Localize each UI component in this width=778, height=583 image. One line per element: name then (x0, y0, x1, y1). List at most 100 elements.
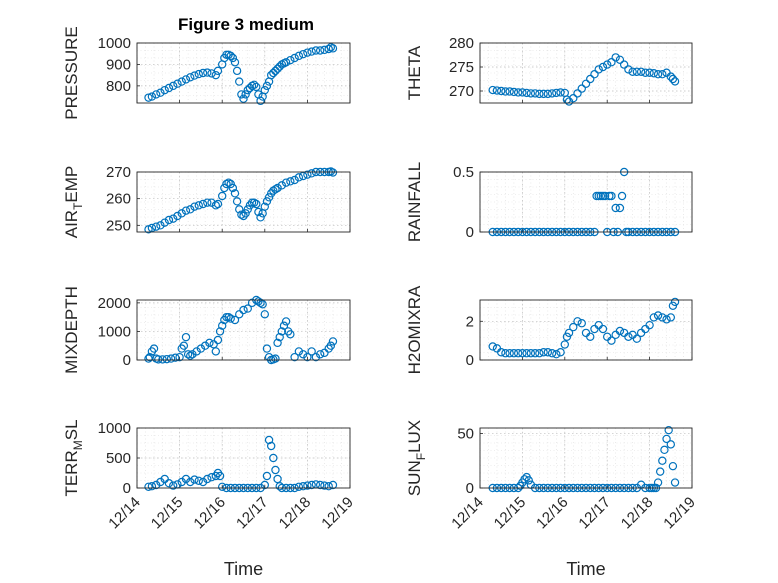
data-point (190, 475, 199, 484)
axes-frame (479, 299, 693, 361)
axes-frame (136, 42, 351, 104)
data-point (277, 181, 287, 190)
data-point (235, 310, 244, 319)
data-point (256, 213, 265, 222)
data-point (668, 74, 678, 84)
data-point (320, 348, 329, 358)
data-point (560, 340, 570, 349)
data-point (505, 87, 514, 96)
data-point (645, 320, 654, 330)
data-point (594, 65, 603, 74)
y-tick-label: 0 (466, 224, 474, 241)
data-point (492, 86, 502, 95)
data-point (273, 338, 282, 348)
data-point (271, 66, 280, 76)
y-tick-label: 1000 (98, 323, 131, 340)
data-point (215, 327, 225, 336)
data-point (505, 349, 514, 358)
data-point (203, 198, 212, 207)
data-point (213, 66, 223, 76)
data-point (243, 304, 252, 313)
data-point (581, 79, 591, 89)
data-point (232, 66, 242, 76)
y-axis-label: SUNFLUX (405, 420, 428, 496)
data-point (586, 332, 595, 341)
y-axis-label: H2OMIXRA (405, 285, 424, 374)
data-point (262, 344, 272, 353)
data-point (611, 53, 620, 62)
data-point (230, 189, 240, 198)
data-point (294, 347, 304, 356)
x-tick-label: 12/18 (276, 494, 315, 533)
y-tick-label: 0.5 (453, 164, 474, 181)
data-point (497, 348, 506, 357)
data-point (656, 467, 665, 476)
data-point (324, 44, 333, 54)
data-point (232, 197, 242, 206)
y-tick-label: 2000 (98, 295, 131, 312)
data-point (226, 51, 235, 61)
data-point (488, 342, 497, 351)
x-tick-label: 12/14 (448, 494, 487, 533)
data-point (535, 89, 544, 99)
data-point (509, 87, 519, 97)
data-point (226, 179, 235, 189)
y-tick-label: 500 (106, 450, 131, 467)
data-point (198, 199, 208, 209)
y-tick-label: 2 (466, 313, 474, 330)
data-point (154, 355, 163, 364)
data-point (645, 68, 654, 77)
data-point (556, 348, 565, 357)
data-point (156, 88, 165, 97)
data-point (173, 211, 182, 221)
data-point (315, 350, 325, 359)
data-point (641, 68, 650, 77)
data-point (164, 479, 174, 488)
data-point (164, 83, 174, 93)
data-point (526, 349, 536, 358)
data-point (241, 90, 250, 99)
data-point (658, 69, 667, 79)
data-point (211, 70, 221, 80)
x-tick-label: 12/14 (105, 494, 144, 533)
data-point (213, 199, 223, 209)
data-point (230, 58, 240, 67)
data-point (577, 319, 586, 328)
data-point (653, 311, 663, 320)
y-tick-label: 50 (457, 425, 474, 442)
data-point (269, 453, 278, 463)
data-point (607, 336, 616, 345)
data-point (262, 197, 272, 206)
data-point (311, 352, 321, 362)
data-point (586, 74, 595, 84)
data-point (281, 317, 291, 326)
x-tick-label: 12/17 (575, 494, 614, 533)
x-tick-label: 12/15 (491, 494, 530, 533)
data-point (228, 183, 238, 193)
data-point (590, 69, 599, 79)
data-point (518, 349, 527, 358)
x-tick-label: 12/16 (190, 494, 229, 533)
data-point (237, 90, 246, 99)
data-point (158, 355, 167, 364)
data-point (539, 89, 548, 99)
data-point (249, 80, 259, 89)
data-point (186, 351, 195, 360)
data-point (164, 215, 174, 225)
data-point (241, 209, 250, 218)
data-point (666, 440, 676, 449)
data-point (203, 474, 212, 484)
data-point (205, 338, 214, 348)
data-point (577, 84, 586, 93)
data-point (535, 349, 544, 358)
data-point (211, 201, 221, 210)
y-axis-label: PRESSURE (62, 26, 81, 120)
y-axis-label: AIRTEMP (62, 166, 85, 239)
data-point (573, 317, 582, 326)
subplot-8: 0 50 SUNFLUX 12/14 12/15 12/16 12/17 12/18 12/19… (405, 420, 699, 579)
data-point (203, 68, 212, 77)
data-point (658, 456, 667, 465)
data-point (611, 203, 620, 213)
y-tick-label: 1000 (98, 420, 131, 437)
